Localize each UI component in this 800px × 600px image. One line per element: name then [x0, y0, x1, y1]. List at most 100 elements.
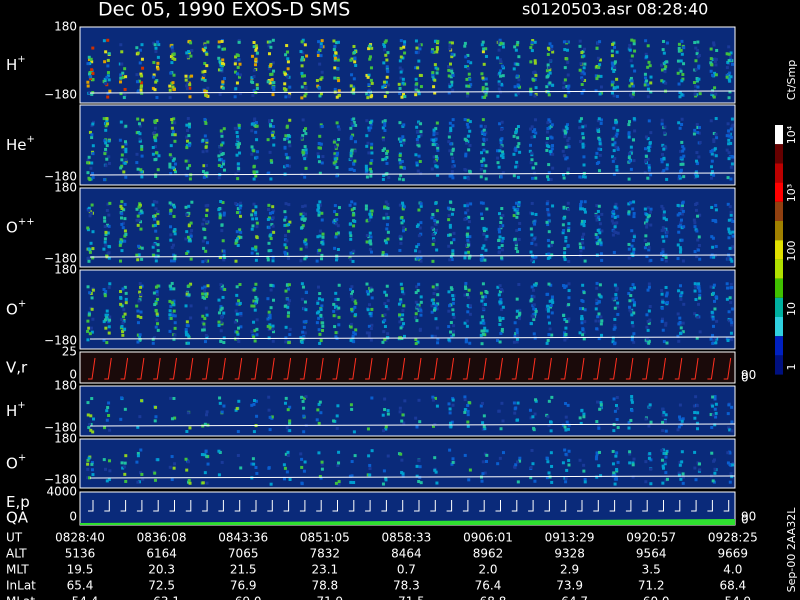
spectrogram-cell [627, 177, 631, 181]
spectrogram-cell [203, 296, 207, 300]
spectrogram-cell [255, 86, 259, 90]
tick-label: 180 [54, 20, 77, 34]
energy-trace [560, 500, 567, 512]
spectrogram-cell [647, 248, 651, 252]
spectrogram-cell [612, 69, 616, 73]
spectrogram-cell [501, 66, 505, 70]
spectrogram-cell [351, 88, 355, 92]
spectrogram-cell [469, 202, 473, 206]
spectrogram-cell [646, 206, 650, 210]
spectrogram-cell [447, 83, 451, 87]
spectrogram-cell [237, 75, 241, 79]
spectrogram-cell [730, 338, 734, 342]
spectrogram-cell [547, 333, 551, 337]
spectrogram-cell [529, 322, 533, 326]
spectrogram-cell [660, 319, 664, 323]
spectrogram-cell [711, 341, 715, 345]
spectrogram-cell [727, 151, 731, 155]
spectrogram-cell [533, 94, 537, 98]
spectrogram-cell [501, 171, 505, 175]
spectrogram-cell [551, 300, 555, 304]
spectrogram-cell [481, 118, 485, 122]
spectrogram-cell [709, 61, 713, 65]
energy-trace [218, 500, 224, 512]
spectrogram-cell [497, 40, 501, 44]
spectrogram-cell [269, 283, 273, 287]
spectrogram-cell [87, 72, 91, 76]
spectrogram-cell [202, 164, 206, 168]
spectrogram-cell [465, 233, 469, 237]
spectrogram-cell [580, 51, 584, 55]
spectrogram-cell [679, 221, 683, 225]
spectrogram-cell [518, 456, 522, 460]
spectrogram-cell [613, 67, 617, 71]
spectrogram-cell [547, 118, 551, 122]
spectrogram-cell [710, 159, 714, 163]
spectrogram-cell [172, 309, 176, 313]
spectrogram-cell [382, 80, 386, 84]
spectrogram-cell [368, 247, 372, 251]
spectrogram-cell [334, 159, 338, 163]
spectrogram-cell [219, 286, 223, 290]
spectrogram-cell [288, 144, 292, 148]
spectrogram-cell [400, 419, 404, 423]
spectrogram-cell [153, 303, 157, 307]
spectrogram-cell [103, 77, 107, 81]
spectrogram-cell [678, 126, 682, 130]
spectrogram-cell [580, 219, 584, 223]
spectrogram-cell [416, 223, 420, 227]
spectrogram-cell [87, 425, 91, 429]
spectrogram-cell [468, 235, 472, 239]
spectrogram-cell [255, 327, 259, 331]
table-cell: 78.8 [311, 579, 338, 593]
spectrogram-cell [416, 303, 420, 307]
spectrogram-cell [349, 287, 353, 291]
spectrogram-cell [353, 299, 357, 303]
spectrogram-cell [399, 143, 403, 147]
spectrogram-cell [268, 323, 272, 327]
spectrogram-cell [529, 416, 533, 420]
spectrogram-cell [220, 134, 224, 138]
velocity-trace [462, 357, 471, 380]
spectrogram-cell [649, 90, 653, 94]
spectrogram-cell [369, 122, 373, 126]
spectrogram-cell [547, 66, 551, 70]
spectrogram-cell [419, 313, 423, 317]
spectrogram-cell [597, 424, 601, 428]
spectrogram-cell [613, 61, 617, 65]
spectrogram-cell [217, 176, 221, 180]
tick-label: 180 [54, 263, 77, 277]
spectrogram-cell [481, 427, 485, 431]
spectrogram-cell [317, 210, 321, 214]
spectrogram-cell [415, 46, 419, 50]
spectrogram-cell [464, 152, 468, 156]
spectrogram-cell [205, 138, 209, 142]
spectrogram-cell [677, 174, 681, 178]
spectrogram-cell [449, 330, 453, 334]
spectrogram-cell [465, 204, 469, 208]
spectrogram-cell [550, 44, 554, 48]
spectrogram-cell [550, 240, 554, 244]
spectrogram-cell [349, 84, 353, 88]
spectrogram-cell [531, 288, 535, 292]
spectrogram-cell [451, 312, 455, 316]
spectrogram-cell [398, 177, 402, 181]
spectrogram-cell [513, 407, 517, 411]
spectrogram-cell [516, 136, 520, 140]
spectrogram-cell [221, 162, 225, 166]
spectrogram-cell [251, 224, 255, 228]
charge: + [17, 400, 25, 411]
spectrogram-cell [270, 78, 274, 82]
spectrogram-cell [664, 455, 668, 459]
spectrogram-cell [233, 126, 237, 130]
spectrogram-cell [250, 129, 254, 133]
spectrogram-cell [534, 73, 538, 77]
spectrogram-cell [463, 217, 467, 221]
spectrogram-cell [303, 460, 307, 464]
spectrogram-cell [351, 213, 355, 217]
spectrogram-cell [398, 86, 402, 90]
spectrogram-cell [482, 297, 486, 301]
spectrogram-cell [529, 465, 533, 469]
spectrogram-cell [534, 162, 538, 166]
spectrogram-cell [594, 307, 598, 311]
